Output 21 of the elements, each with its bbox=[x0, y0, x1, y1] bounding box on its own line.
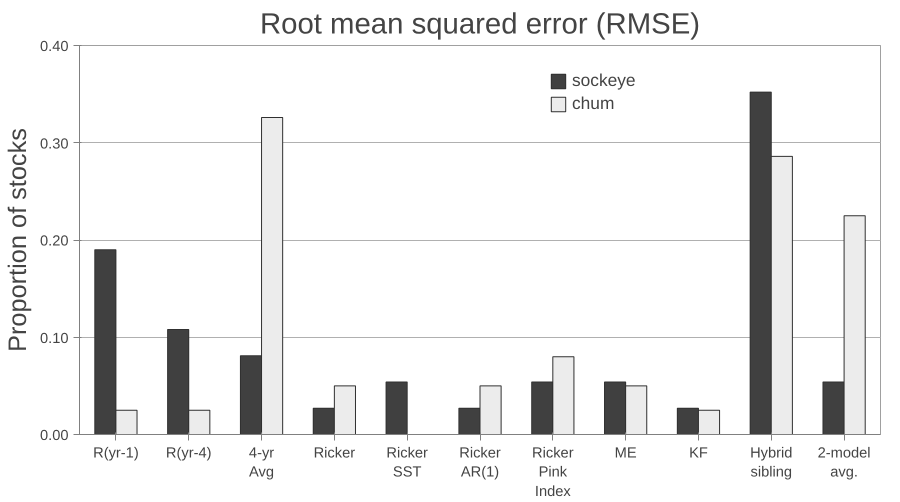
chart-title: Root mean squared error (RMSE) bbox=[260, 8, 700, 40]
legend-label: chum bbox=[572, 93, 614, 114]
x-tick-label: R(yr-4) bbox=[166, 446, 212, 462]
y-tick-label: 0.10 bbox=[40, 330, 69, 347]
x-tick-label: 2-model avg. bbox=[818, 446, 871, 481]
legend-label: sockeye bbox=[572, 70, 636, 91]
x-tick-label: Ricker AR(1) bbox=[459, 446, 501, 481]
bar bbox=[386, 381, 408, 434]
x-tick-label: Ricker Pink Index bbox=[532, 446, 574, 500]
x-tick-label: ME bbox=[614, 446, 637, 462]
y-tick-label: 0.40 bbox=[40, 39, 69, 55]
y-tick-label: 0.30 bbox=[40, 136, 69, 152]
x-tick-label: KF bbox=[689, 446, 708, 462]
y-tick-label: 0.20 bbox=[40, 234, 69, 250]
x-tick-label: Ricker SST bbox=[386, 446, 428, 481]
x-tick-label: Ricker bbox=[314, 446, 356, 462]
x-tick-label: R(yr-1) bbox=[93, 446, 139, 462]
y-tick-label: 0.00 bbox=[40, 428, 69, 444]
x-tick-label: Hybrid sibling bbox=[750, 446, 792, 481]
y-axis-title: Proportion of stocks bbox=[4, 128, 32, 352]
x-tick-label: 4-yr Avg bbox=[248, 446, 274, 481]
